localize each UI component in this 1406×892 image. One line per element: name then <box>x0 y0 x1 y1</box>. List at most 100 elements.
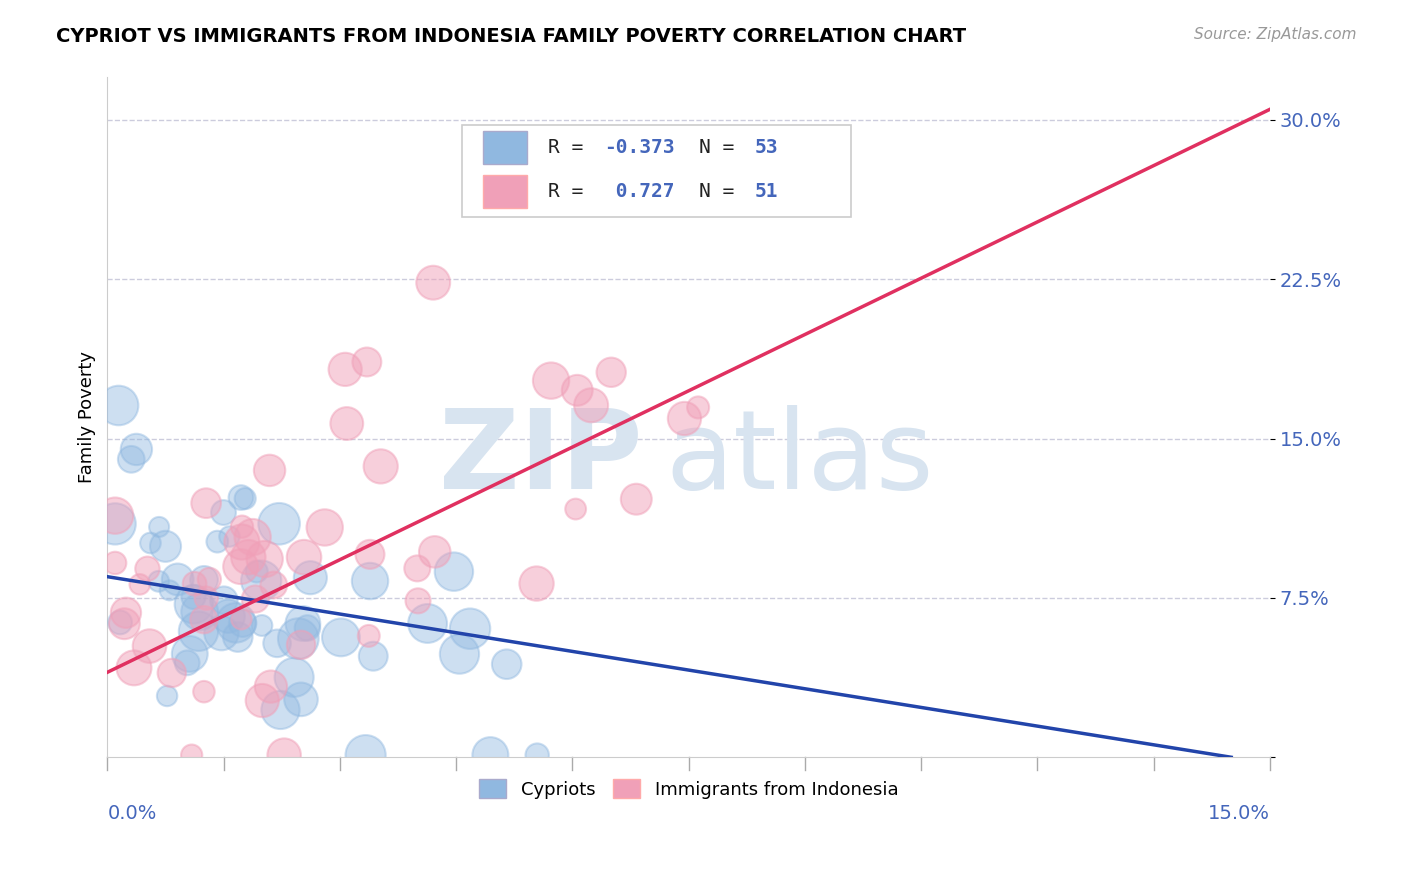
Point <box>335 362 357 376</box>
Point <box>673 411 696 425</box>
Point <box>336 417 359 431</box>
Point <box>250 618 273 632</box>
Point <box>232 616 254 631</box>
Point <box>526 576 548 591</box>
Point <box>273 748 295 763</box>
Point <box>359 547 381 561</box>
Point <box>297 621 319 635</box>
Point <box>183 590 205 604</box>
Point <box>115 606 138 620</box>
Point <box>263 578 285 592</box>
Text: 0.727: 0.727 <box>603 182 675 201</box>
Point <box>292 550 315 565</box>
Point <box>183 576 205 591</box>
FancyBboxPatch shape <box>482 175 527 208</box>
Point <box>107 399 129 413</box>
Point <box>269 516 291 531</box>
Point <box>406 594 429 608</box>
Text: N =: N = <box>699 182 747 201</box>
Text: R =: R = <box>548 182 595 201</box>
Point <box>422 276 444 290</box>
Point <box>253 552 276 566</box>
Point <box>229 559 252 574</box>
Point <box>104 556 127 570</box>
Point <box>406 561 429 575</box>
Point <box>231 535 253 549</box>
Point <box>212 506 235 520</box>
Point <box>207 534 229 549</box>
Point <box>299 571 322 585</box>
Point <box>136 562 159 576</box>
Point <box>104 508 127 523</box>
Text: atlas: atlas <box>665 405 934 512</box>
Point <box>122 661 145 675</box>
Point <box>600 365 623 379</box>
Text: ZIP: ZIP <box>439 405 643 512</box>
Point <box>176 656 198 670</box>
Text: 51: 51 <box>755 182 779 201</box>
FancyBboxPatch shape <box>463 125 852 217</box>
Point <box>231 612 253 626</box>
Point <box>198 573 221 587</box>
Point <box>245 592 267 607</box>
Point <box>359 574 381 588</box>
Text: N =: N = <box>699 137 747 157</box>
Point <box>495 657 517 672</box>
Point <box>356 355 378 369</box>
Point <box>283 670 305 684</box>
Point <box>179 647 201 661</box>
Point <box>195 591 218 606</box>
Point <box>416 616 439 631</box>
Point <box>159 583 181 598</box>
Point <box>626 492 648 507</box>
Point <box>193 613 215 627</box>
Point <box>252 693 274 707</box>
Point <box>225 615 247 630</box>
Point <box>370 459 392 474</box>
Point <box>226 630 249 644</box>
Point <box>125 442 148 457</box>
Point <box>211 626 233 640</box>
Point <box>183 597 205 611</box>
Point <box>148 520 170 534</box>
Text: 0.0%: 0.0% <box>107 804 156 823</box>
Point <box>148 574 170 589</box>
Point <box>260 680 283 694</box>
Point <box>458 622 481 636</box>
Point <box>246 565 269 579</box>
Point <box>314 520 336 534</box>
Text: R =: R = <box>548 137 595 157</box>
Text: Source: ZipAtlas.com: Source: ZipAtlas.com <box>1194 27 1357 42</box>
Point <box>688 401 710 415</box>
Point <box>449 647 471 661</box>
Point <box>269 703 291 717</box>
Point <box>290 692 312 706</box>
Point <box>108 615 131 630</box>
Point <box>112 616 135 631</box>
Y-axis label: Family Poverty: Family Poverty <box>79 351 96 483</box>
Point <box>443 565 465 579</box>
Point <box>266 636 288 650</box>
Point <box>217 609 239 624</box>
Point <box>229 491 252 505</box>
Point <box>193 573 215 587</box>
Point <box>329 631 352 645</box>
Point <box>193 684 215 698</box>
Point <box>104 516 127 531</box>
Point <box>187 624 209 639</box>
Point <box>259 463 281 477</box>
Point <box>354 748 377 763</box>
Point <box>357 629 380 643</box>
Point <box>238 550 260 565</box>
Point <box>180 748 202 763</box>
Text: -0.373: -0.373 <box>603 137 675 157</box>
Point <box>250 574 273 588</box>
Legend: Cypriots, Immigrants from Indonesia: Cypriots, Immigrants from Indonesia <box>472 772 905 806</box>
Point <box>567 384 589 398</box>
Point <box>128 577 150 591</box>
Point <box>423 545 446 559</box>
Point <box>579 398 602 412</box>
Point <box>479 748 502 763</box>
Text: 15.0%: 15.0% <box>1208 804 1270 823</box>
Point <box>188 605 211 619</box>
